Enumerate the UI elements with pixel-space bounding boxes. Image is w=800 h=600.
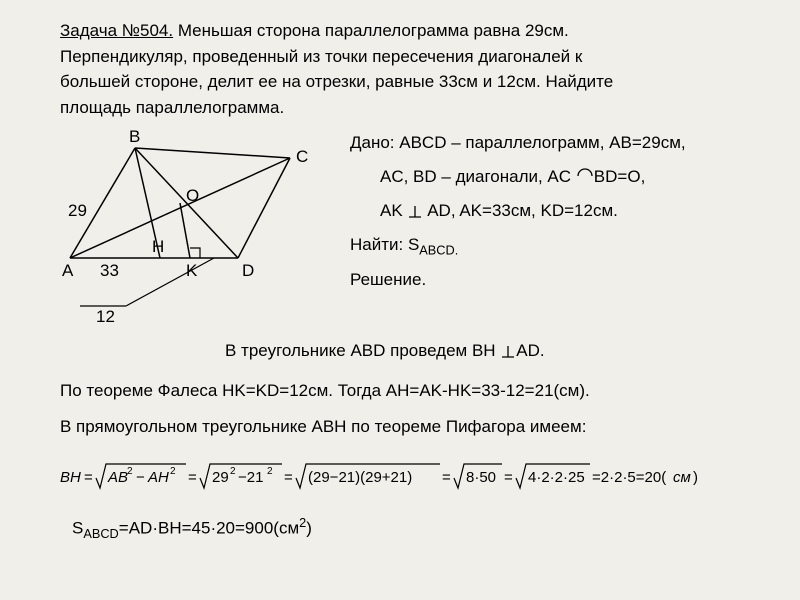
given-line1: Дано: ABCD – параллелограмм, AB=29см,	[350, 133, 686, 152]
svg-text:A: A	[62, 261, 74, 280]
svg-text:см: см	[673, 469, 691, 486]
problem-line1: Меньшая сторона параллелограмма равна 29…	[173, 21, 569, 40]
svg-text:2: 2	[127, 466, 133, 477]
find-label: Найти: S	[350, 235, 419, 254]
pythagoras-formula: BH = AB 2 − AH 2 = 29 2 −21 2 = (29−21)(…	[60, 458, 720, 494]
svg-text:=: =	[188, 469, 197, 486]
svg-text:C: C	[296, 147, 308, 166]
svg-text:=: =	[442, 469, 451, 486]
svg-text:=: =	[504, 469, 513, 486]
problem-line3: большей стороне, делит ее на отрезки, ра…	[60, 72, 613, 91]
svg-text:BH: BH	[60, 469, 81, 486]
svg-text:B: B	[129, 128, 140, 146]
svg-text:−21: −21	[238, 469, 263, 486]
svg-text:12: 12	[96, 307, 115, 326]
body-p2: По теореме Фалеса HK=KD=12см. Тогда AH=A…	[60, 374, 760, 408]
svg-text:H: H	[152, 237, 164, 256]
problem-line2: Перпендикуляр, проведенный из точки пере…	[60, 47, 582, 66]
solution-label: Решение.	[350, 270, 426, 289]
answer: SABCD=AD·BH=45·20=900(см2)	[60, 510, 760, 547]
svg-text:33: 33	[100, 261, 119, 280]
find-sub: ABCD.	[419, 242, 458, 257]
svg-text:(29−21)(29+21): (29−21)(29+21)	[308, 469, 412, 486]
svg-text:=2·2·5=20(: =2·2·5=20(	[592, 469, 666, 486]
problem-line4: площадь параллелограмма.	[60, 98, 284, 117]
svg-text:2: 2	[267, 466, 273, 477]
svg-text:29: 29	[68, 201, 87, 220]
given-block: Дано: ABCD – параллелограмм, AB=29см, AC…	[320, 120, 760, 297]
body-p3: В прямоугольном треугольнике ABH по теор…	[60, 410, 760, 444]
given-line2b: BD=O,	[594, 167, 646, 186]
svg-text:K: K	[186, 261, 198, 280]
svg-text:D: D	[242, 261, 254, 280]
svg-text:O: O	[186, 186, 199, 205]
svg-text:): )	[693, 469, 698, 486]
svg-text:=: =	[284, 469, 293, 486]
body-p1: В треугольнике ABD проведем BH AD.	[60, 334, 760, 368]
svg-text:8·50: 8·50	[466, 469, 496, 486]
problem-statement: Задача №504. Меньшая сторона параллелогр…	[60, 18, 760, 120]
given-line2a: AC, BD – диагонали, AC	[380, 167, 571, 186]
given-line3a: AK	[380, 201, 403, 220]
svg-text:2: 2	[230, 466, 236, 477]
svg-text:AH: AH	[147, 469, 169, 486]
problem-title: Задача №504.	[60, 21, 173, 40]
diagram: A B C D K O H 29 33 12	[60, 128, 320, 328]
svg-text:29: 29	[212, 469, 229, 486]
svg-text:AB: AB	[107, 469, 128, 486]
svg-text:2: 2	[170, 466, 176, 477]
svg-text:=: =	[84, 469, 93, 486]
svg-text:−: −	[136, 469, 145, 486]
given-line3b: AD, AK=33см, KD=12см.	[427, 201, 618, 220]
svg-text:4·2·2·25: 4·2·2·25	[528, 469, 585, 486]
